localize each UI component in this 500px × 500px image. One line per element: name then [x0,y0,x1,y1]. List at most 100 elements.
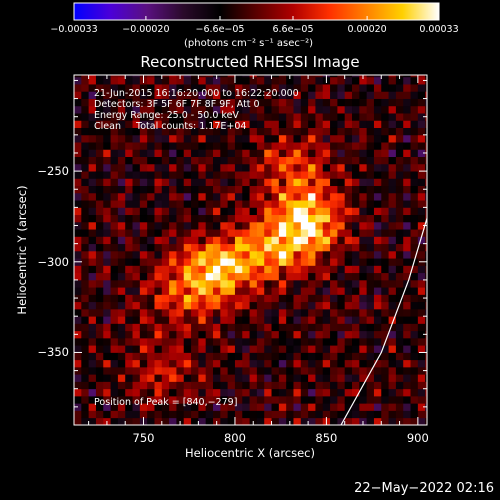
heatmap-cell [403,316,411,324]
x-tick-label: 750 [132,431,155,445]
heatmap-cell [344,171,353,179]
heatmap-cell [403,250,411,259]
heatmap-cell [183,149,192,157]
heatmap-cell [125,221,133,230]
heatmap-cell [322,330,331,339]
heatmap-cell [132,84,141,92]
heatmap-cell [300,120,309,128]
heatmap-cell [373,294,382,303]
heatmap-cell [249,323,258,332]
heatmap-cell [300,316,309,324]
heatmap-cell [88,301,97,310]
heatmap-cell [381,308,389,317]
y-axis-label: Heliocentric Y (arcsec) [15,185,29,315]
heatmap-cell [205,316,214,324]
heatmap-cell [176,120,185,128]
heatmap-cell [176,279,185,288]
heatmap-cell [220,359,229,368]
heatmap-cell [330,294,338,303]
heatmap-cell [227,337,236,346]
heatmap-cell [322,301,331,310]
heatmap-cell [110,142,119,150]
heatmap-cell [344,265,353,274]
heatmap-cell [322,366,331,375]
heatmap-cell [147,207,155,216]
heatmap-cell [278,84,287,92]
heatmap-cell [352,127,360,136]
heatmap-cell [366,381,375,390]
heatmap-cell [154,156,163,165]
heatmap-cell [344,337,353,346]
heatmap-cell [366,91,375,99]
heatmap-cell [271,163,280,172]
heatmap-cell [191,134,199,143]
heatmap-cell [388,301,397,310]
heatmap-cell [132,323,141,332]
heatmap-cell [337,410,346,419]
heatmap-cell [169,200,177,208]
heatmap-cell [183,76,192,85]
heatmap-cell [308,381,316,390]
heatmap-cell [139,221,148,230]
heatmap-cell [300,113,309,121]
heatmap-cell [425,316,427,324]
heatmap-cell [315,214,324,223]
heatmap-cell [344,76,353,85]
heatmap-cell [132,229,141,237]
heatmap-cell [410,134,419,143]
heatmap-cell [315,265,324,274]
heatmap-cell [139,272,148,281]
heatmap-cell [366,76,375,85]
heatmap-cell [213,98,221,107]
heatmap-cell [366,388,375,397]
heatmap-cell [373,272,382,281]
annotation-energy: Energy Range: 25.0 - 50.0 keV [94,110,239,121]
heatmap-cell [256,134,265,143]
heatmap-cell [425,381,427,390]
heatmap-cell [198,200,207,208]
heatmap-cell [183,374,192,382]
heatmap-cell [176,395,185,404]
heatmap-cell [198,330,207,339]
heatmap-cell [183,366,192,375]
heatmap-cell [81,113,90,121]
heatmap-cell [183,207,192,216]
heatmap-cell [300,294,309,303]
heatmap-cell [278,272,287,281]
heatmap-cell [81,301,90,310]
heatmap-cell [395,134,404,143]
heatmap-cell [381,250,389,259]
heatmap-cell [103,381,111,390]
heatmap-cell [271,243,280,252]
heatmap-cell [81,76,90,85]
heatmap-cell [125,323,133,332]
heatmap-cell [278,381,287,390]
heatmap-cell [322,410,331,419]
heatmap-cell [366,359,375,368]
heatmap-cell [264,345,272,353]
heatmap-cell [95,178,104,187]
heatmap-cell [117,323,126,332]
heatmap-cell [234,200,243,208]
heatmap-cell [125,142,133,150]
heatmap-cell [286,229,294,237]
heatmap-cell [103,243,111,252]
heatmap-cell [278,142,287,150]
heatmap-cell [300,134,309,143]
heatmap-cell [227,200,236,208]
heatmap-cell [169,352,177,361]
heatmap-cell [154,308,163,317]
heatmap-cell [154,323,163,332]
heatmap-cell [300,163,309,172]
heatmap-cell [132,272,141,281]
heatmap-cell [403,374,411,382]
heatmap-cell [125,294,133,303]
heatmap-cell [256,345,265,353]
heatmap-cell [315,337,324,346]
heatmap-cell [132,359,141,368]
heatmap-cell [308,229,316,237]
heatmap-cell [417,76,426,85]
heatmap-cell [242,316,250,324]
heatmap-cell [220,345,229,353]
heatmap-cell [213,265,221,274]
